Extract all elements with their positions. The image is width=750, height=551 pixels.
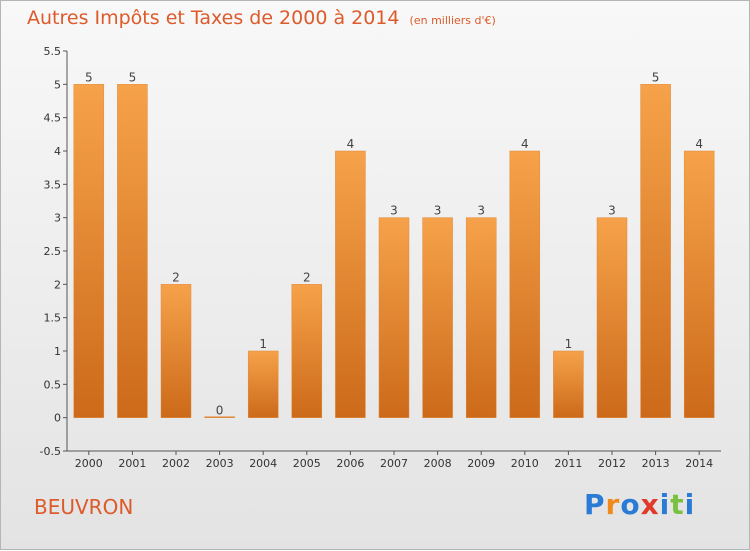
y-tick-label: 5: [54, 78, 61, 91]
bar: [335, 150, 366, 418]
x-tick-label: 2011: [554, 457, 582, 470]
bar: [247, 350, 279, 418]
bar: [378, 217, 410, 418]
x-tick-label: 2003: [206, 457, 234, 470]
y-tick-label: 0.5: [44, 378, 62, 391]
x-tick-label: 2001: [118, 457, 146, 470]
y-tick-label: 1.5: [44, 312, 62, 325]
x-tick-label: 2010: [511, 457, 539, 470]
bar: [204, 416, 235, 418]
proxiti-logo: Proxiti: [584, 488, 695, 521]
logo-letter: r: [605, 488, 621, 521]
commune-name: BEUVRON: [34, 495, 134, 519]
logo-letter: t: [670, 488, 685, 521]
bar: [117, 84, 148, 418]
bar-value-label: 4: [347, 137, 355, 151]
logo-letter: o: [620, 488, 641, 521]
x-tick-label: 2008: [424, 457, 452, 470]
bar: [73, 84, 105, 418]
bar-value-label: 5: [129, 70, 137, 84]
x-tick-label: 2012: [598, 457, 626, 470]
bar-value-label: 5: [85, 70, 93, 84]
chart-title-block: Autres Impôts et Taxes de 2000 à 2014 (e…: [27, 7, 496, 29]
bar: [553, 350, 584, 418]
bar-value-label: 3: [477, 204, 485, 218]
bar: [640, 84, 671, 418]
bar: [509, 150, 541, 418]
chart-title: Autres Impôts et Taxes de 2000 à 2014: [27, 7, 400, 29]
bar-value-label: 2: [172, 270, 180, 284]
bar: [683, 150, 715, 418]
x-tick-label: 2009: [467, 457, 495, 470]
y-tick-label: 4: [54, 145, 61, 158]
logo-letter: i: [659, 488, 671, 521]
x-tick-label: 2004: [249, 457, 277, 470]
y-tick-label: 5.5: [44, 45, 62, 58]
bar-value-label: 0: [216, 404, 224, 418]
bar-value-label: 1: [565, 337, 573, 351]
logo-letter: P: [584, 488, 606, 521]
bar-value-label: 2: [303, 270, 311, 284]
bar: [291, 284, 323, 418]
y-tick-label: 3.5: [44, 178, 62, 191]
y-tick-label: 2: [54, 278, 61, 291]
bar-value-label: 3: [390, 204, 398, 218]
x-tick-label: 2000: [75, 457, 103, 470]
y-tick-label: 4.5: [44, 112, 62, 125]
bar-value-label: 4: [695, 137, 703, 151]
bar-value-label: 4: [521, 137, 529, 151]
y-tick-label: -0.5: [40, 445, 61, 458]
logo-letter: x: [640, 488, 660, 521]
chart-subtitle: (en milliers d'€): [409, 14, 496, 27]
bar-value-label: 5: [652, 70, 660, 84]
x-tick-label: 2013: [642, 457, 670, 470]
logo-letter: i: [684, 488, 696, 521]
y-tick-label: 2.5: [44, 245, 62, 258]
bar: [422, 217, 453, 418]
bar: [160, 284, 192, 418]
bar-value-label: 3: [434, 204, 442, 218]
y-tick-label: 3: [54, 212, 61, 225]
y-tick-label: 0: [54, 412, 61, 425]
bar: [596, 217, 628, 418]
bar-value-label: 3: [608, 204, 616, 218]
bar-value-label: 1: [259, 337, 267, 351]
y-tick-label: 1: [54, 345, 61, 358]
bar: [465, 217, 497, 418]
x-tick-label: 2014: [685, 457, 713, 470]
x-tick-label: 2006: [336, 457, 364, 470]
x-tick-label: 2005: [293, 457, 321, 470]
x-tick-label: 2007: [380, 457, 408, 470]
x-tick-label: 2002: [162, 457, 190, 470]
